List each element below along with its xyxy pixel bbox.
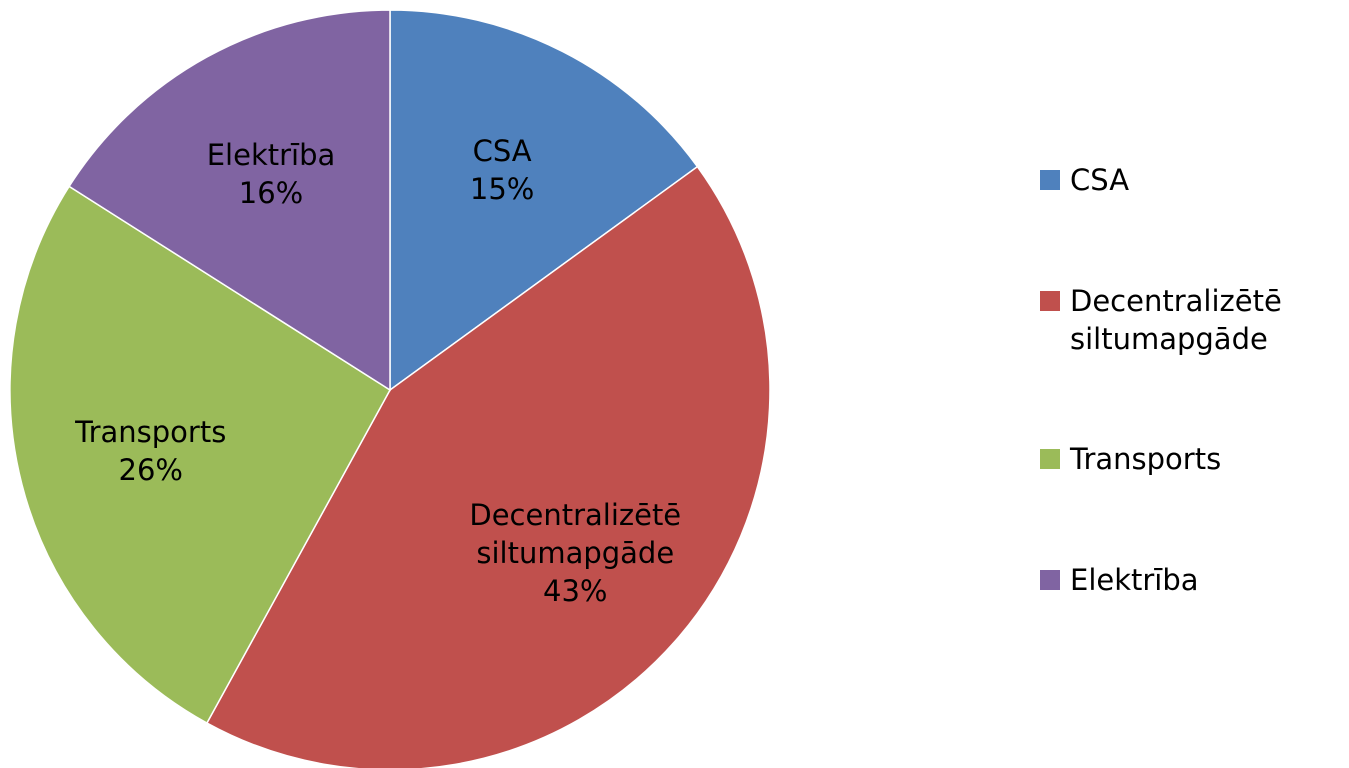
data-label: CSA 15% xyxy=(352,132,652,208)
legend-label: Transports xyxy=(1070,442,1222,477)
data-label: Decentralizētē siltumapgāde 43% xyxy=(425,496,725,610)
data-label-category: Transports xyxy=(75,415,227,450)
legend-swatch xyxy=(1040,449,1060,470)
legend-item: Decentralizētē siltumapgāde xyxy=(1040,282,1340,358)
legend-item: Elektrība xyxy=(1040,561,1340,599)
data-label-category: Decentralizētē siltumapgāde xyxy=(469,498,682,571)
pie-slice xyxy=(68,9,391,392)
data-label-category: Elektrība xyxy=(206,137,336,172)
data-label: Transports 26% xyxy=(1,413,301,489)
legend-item: CSA xyxy=(1040,161,1340,199)
pie-slice xyxy=(389,9,699,392)
legend: CSA Decentralizētē siltumapgāde Transports… xyxy=(1040,120,1340,640)
legend-swatch xyxy=(1040,290,1060,311)
data-label-value: 26% xyxy=(118,453,183,488)
legend-swatch xyxy=(1040,170,1060,191)
pie-slice xyxy=(9,185,391,725)
data-label-category: CSA xyxy=(472,133,532,168)
legend-label: Decentralizētē siltumapgāde xyxy=(1070,283,1282,356)
legend-label: CSA xyxy=(1070,163,1130,198)
legend-swatch xyxy=(1040,569,1060,590)
data-label-value: 15% xyxy=(469,171,535,206)
data-label: Elektrība 16% xyxy=(121,136,421,212)
data-label-value: 43% xyxy=(543,574,608,609)
data-label-value: 16% xyxy=(238,175,304,210)
legend-item: Transports xyxy=(1040,440,1340,478)
legend-label: Elektrība xyxy=(1070,562,1199,597)
